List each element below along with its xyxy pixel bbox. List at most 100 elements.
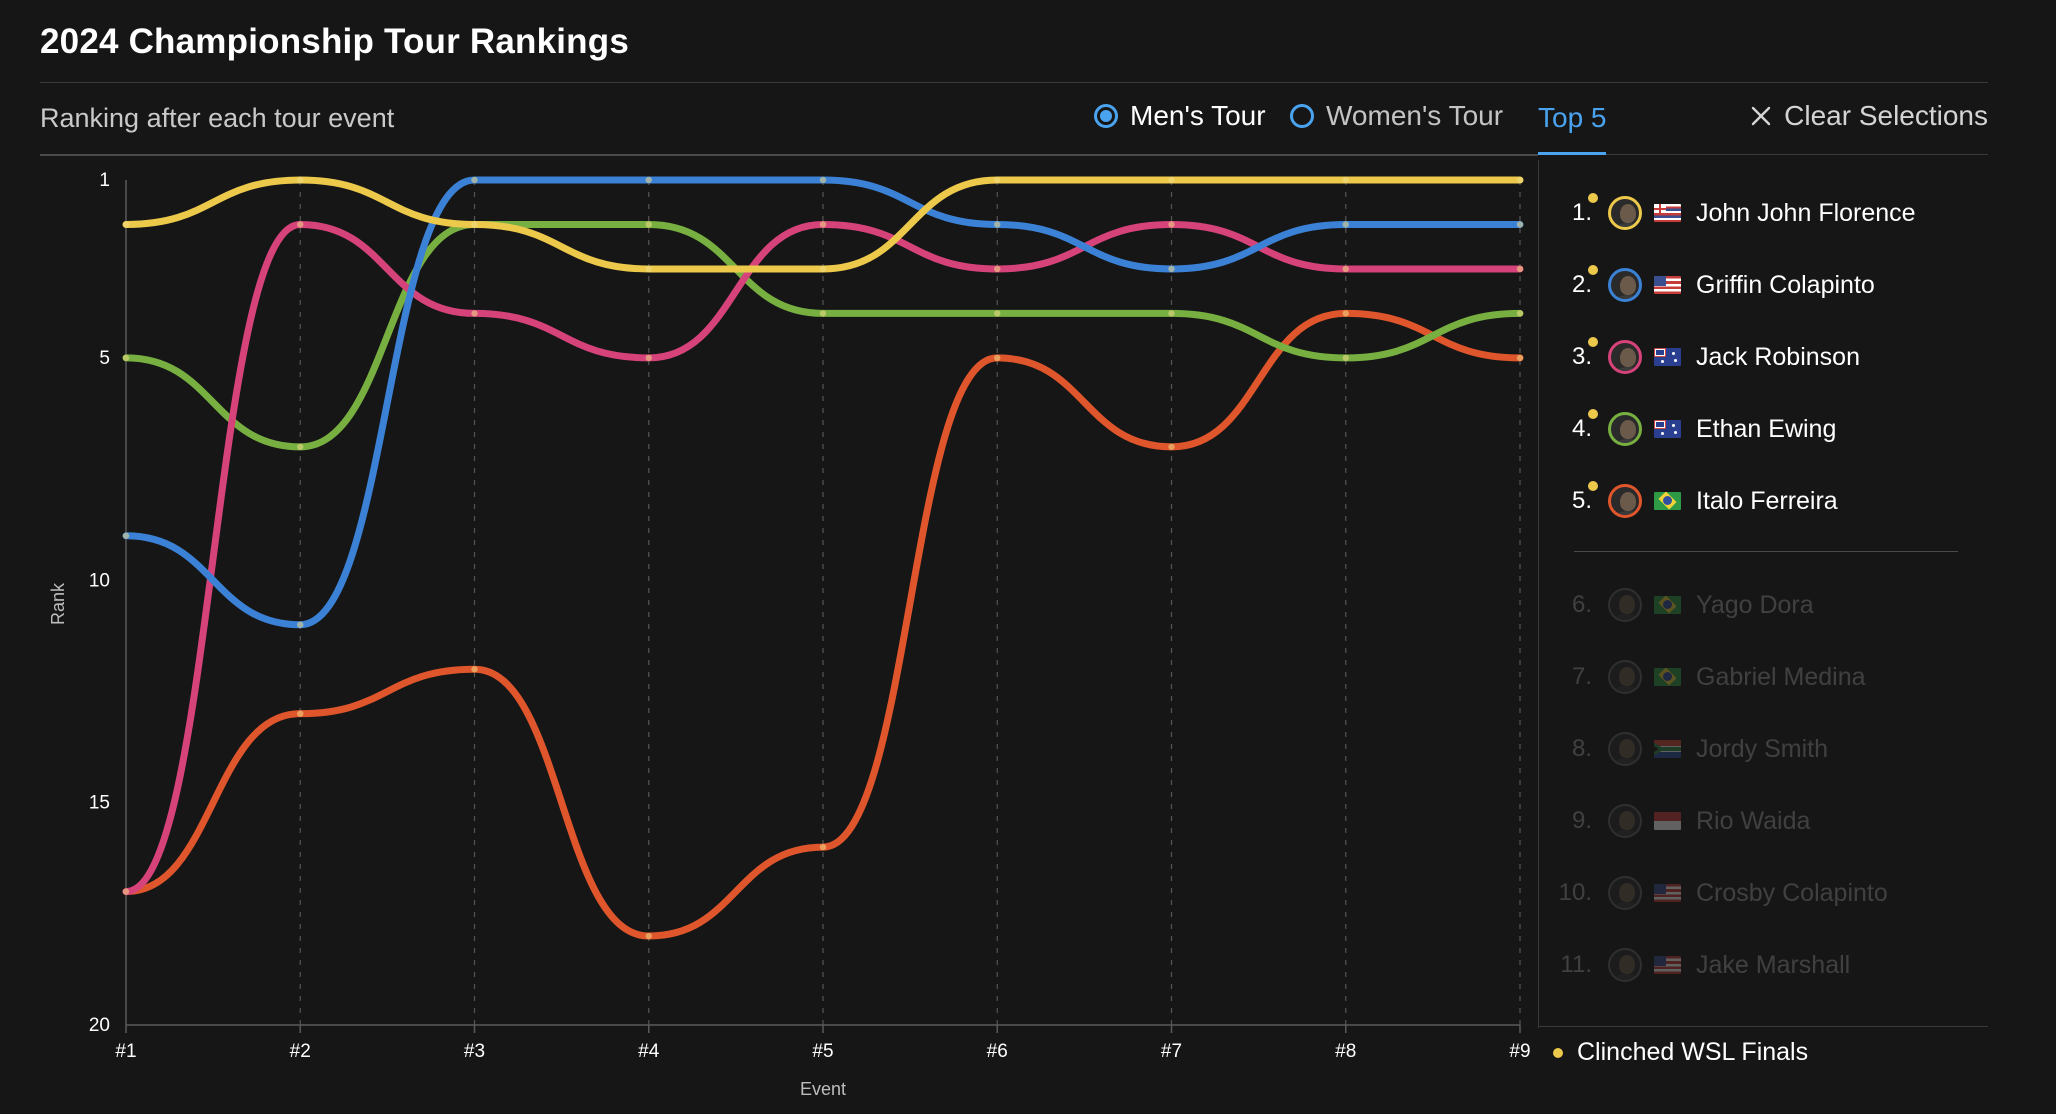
series-line-griffin-colapinto[interactable] (122, 176, 1524, 629)
tab-active-indicator (1538, 152, 1606, 155)
data-point-italo-ferreira (471, 666, 478, 673)
data-point-ethan-ewing (994, 310, 1001, 317)
tab-top-5[interactable]: Top 5 (1538, 102, 1607, 133)
ranking-row[interactable]: 8. Jordy Smith (1552, 727, 1828, 771)
surfer-name: Jake Marshall (1696, 950, 1851, 979)
surfer-avatar (1608, 732, 1642, 766)
australia-flag-icon (1654, 420, 1681, 438)
series-line-jack-robinson[interactable] (122, 220, 1524, 896)
rank-number: 1. (1571, 199, 1592, 226)
rank-number: 7. (1571, 663, 1592, 690)
clinched-dot-icon (1588, 265, 1598, 275)
side-panel-bottom-rule (1538, 1026, 1988, 1027)
surfer-name: Crosby Colapinto (1696, 878, 1888, 907)
surfer-avatar (1608, 948, 1642, 982)
surfer-avatar (1608, 268, 1642, 302)
data-point-italo-ferreira (819, 843, 827, 851)
womens-tour-label: Women's Tour (1326, 100, 1504, 131)
series-line-ethan-ewing[interactable] (122, 220, 1524, 451)
ranking-row[interactable]: 6. Yago Dora (1552, 583, 1814, 627)
rank-number: 4. (1571, 415, 1592, 442)
surfer-avatar (1608, 588, 1642, 622)
data-point-griffin-colapinto (297, 621, 304, 628)
surfer-name: Italo Ferreira (1696, 486, 1838, 515)
womens-tour-radio[interactable]: Women's Tour (1290, 100, 1503, 132)
data-point-ethan-ewing (122, 354, 130, 362)
y-tick-label: 15 (89, 793, 110, 814)
surfer-name: Gabriel Medina (1696, 662, 1866, 691)
south-africa-flag-icon (1654, 740, 1681, 758)
data-point-john-john-florence (471, 221, 478, 228)
data-point-italo-ferreira (645, 932, 652, 940)
y-tick-label: 1 (99, 170, 110, 191)
ranking-row[interactable]: 5. Italo Ferreira (1552, 479, 1838, 523)
surfer-name: Yago Dora (1696, 590, 1814, 619)
usa-flag-icon (1654, 884, 1681, 902)
rank-number: 11. (1560, 951, 1592, 978)
data-point-jack-robinson (819, 221, 827, 228)
x-axis-label: Event (800, 1079, 846, 1099)
rank-number: 8. (1571, 735, 1592, 762)
data-point-griffin-colapinto (471, 176, 478, 184)
surfer-avatar (1608, 876, 1642, 910)
data-point-john-john-florence (122, 221, 130, 228)
ranking-row[interactable]: 1. John John Florence (1552, 191, 1916, 235)
data-point-ethan-ewing (297, 443, 304, 451)
data-point-john-john-florence (1342, 176, 1349, 184)
data-point-john-john-florence (994, 176, 1001, 184)
ranking-row[interactable]: 4. Ethan Ewing (1552, 407, 1836, 451)
rank-number: 2. (1571, 271, 1592, 298)
data-point-jack-robinson (297, 221, 304, 228)
data-point-griffin-colapinto (122, 532, 130, 539)
clear-selections-button[interactable]: Clear Selections (1750, 100, 1988, 132)
data-point-griffin-colapinto (645, 176, 652, 184)
surfer-avatar (1608, 340, 1642, 374)
data-point-jack-robinson (645, 354, 652, 362)
ranking-row[interactable]: 9. Rio Waida (1552, 799, 1810, 843)
x-tick-label: #1 (115, 1041, 136, 1062)
brazil-flag-icon (1654, 492, 1681, 510)
data-point-griffin-colapinto (994, 221, 1001, 228)
rank-number: 6. (1571, 591, 1592, 618)
clinched-dot-icon (1588, 409, 1598, 419)
data-point-griffin-colapinto (1516, 221, 1524, 228)
data-point-john-john-florence (1168, 176, 1175, 184)
ranking-row[interactable]: 7. Gabriel Medina (1552, 655, 1866, 699)
brazil-flag-icon (1654, 596, 1681, 614)
chart-subtitle: Ranking after each tour event (40, 103, 395, 133)
australia-flag-icon (1654, 348, 1681, 366)
y-axis-label: Rank (48, 582, 68, 625)
clinched-dot-icon (1553, 1047, 1563, 1058)
surfer-avatar (1608, 196, 1642, 230)
clinched-dot-icon (1588, 481, 1598, 491)
x-tick-label: #4 (638, 1041, 660, 1062)
clear-selections-label: Clear Selections (1784, 100, 1988, 131)
surfer-avatar (1608, 412, 1642, 446)
rank-number: 5. (1571, 487, 1592, 514)
data-point-john-john-florence (297, 176, 304, 184)
ranking-row[interactable]: 3. Jack Robinson (1552, 335, 1860, 379)
series-line-italo-ferreira[interactable] (122, 309, 1524, 940)
indonesia-flag-icon (1654, 812, 1681, 830)
data-point-griffin-colapinto (1342, 221, 1349, 228)
ranking-row[interactable]: 10. Crosby Colapinto (1552, 871, 1888, 915)
surfer-name: Jack Robinson (1696, 342, 1860, 371)
mens-tour-radio[interactable]: Men's Tour (1094, 100, 1266, 132)
legend: Clinched WSL Finals (1553, 1038, 1808, 1067)
panel-divider (1606, 154, 1988, 155)
close-icon (1751, 106, 1771, 126)
data-point-italo-ferreira (1516, 354, 1524, 362)
clinched-dot-icon (1588, 193, 1598, 203)
surfer-avatar (1608, 660, 1642, 694)
hawaii-flag-icon (1654, 204, 1681, 222)
controls-divider (40, 154, 1538, 156)
clinched-dot-icon (1588, 337, 1598, 347)
x-tick-label: #8 (1335, 1041, 1356, 1062)
data-point-italo-ferreira (297, 710, 304, 717)
data-point-italo-ferreira (1342, 310, 1349, 317)
ranking-row[interactable]: 2. Griffin Colapinto (1552, 263, 1875, 307)
data-point-jack-robinson (994, 265, 1001, 273)
ranking-row[interactable]: 11. Jake Marshall (1552, 943, 1850, 987)
data-point-john-john-florence (645, 265, 652, 273)
